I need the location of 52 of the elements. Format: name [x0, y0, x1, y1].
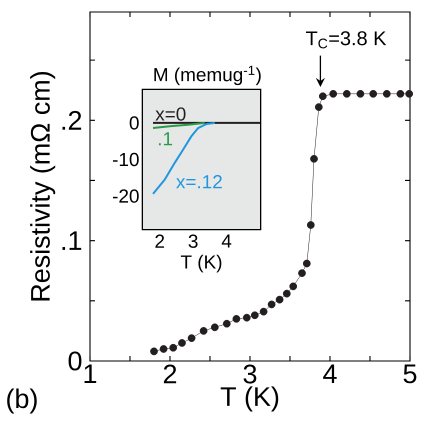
series-label: x=.12: [176, 175, 222, 188]
annotation: T$_{C}$=3.8 K: [306, 31, 386, 48]
x-axis-title: T (K): [180, 254, 222, 272]
point: [242, 314, 251, 322]
x-tick-label: 3: [244, 364, 256, 384]
point: [369, 90, 378, 98]
y-tick-label: 0: [68, 351, 82, 371]
point: [310, 154, 318, 163]
x-axis-title: T (K): [220, 386, 278, 412]
x-tick-label: 2: [155, 234, 164, 248]
y-tick-label: .2: [62, 110, 82, 130]
point: [160, 345, 168, 353]
point: [222, 320, 231, 328]
series-label: x=0: [155, 107, 186, 121]
series-label: .1: [158, 132, 172, 146]
y-tick-label: 0: [130, 116, 139, 130]
point: [289, 282, 298, 290]
point: [282, 290, 291, 298]
y-tick-label: -10: [112, 152, 139, 166]
point: [382, 90, 391, 98]
point: [178, 339, 186, 347]
point: [396, 90, 404, 98]
point: [150, 348, 158, 356]
point: [314, 103, 323, 111]
point: [306, 221, 315, 229]
point: [260, 308, 268, 316]
point: [200, 327, 208, 335]
point: [318, 92, 327, 100]
point: [188, 334, 196, 342]
y-axis-title: Resistivity (mΩ cm): [30, 72, 56, 300]
point: [250, 311, 259, 320]
y-tick-label: .1: [62, 231, 82, 250]
x-tick-label: 4: [323, 364, 337, 384]
x-tick-label: 1: [84, 364, 96, 384]
y-tick-label: -20: [112, 189, 139, 203]
y-axis-title: M (memug$^{-1}$): [154, 66, 261, 86]
point: [356, 90, 364, 98]
point: [210, 323, 219, 332]
x-tick-label: 5: [404, 364, 416, 384]
point: [302, 260, 311, 268]
point: [268, 300, 276, 308]
x-tick-label: 2: [164, 364, 176, 384]
point: [298, 269, 306, 277]
point: [405, 90, 414, 98]
point: [342, 90, 351, 98]
text: (b): [7, 388, 37, 414]
point: [169, 344, 178, 352]
point: [329, 90, 338, 98]
point: [276, 296, 284, 304]
x-tick-label: 3: [188, 234, 198, 248]
x-tick-label: 4: [222, 234, 232, 248]
point: [232, 315, 240, 323]
